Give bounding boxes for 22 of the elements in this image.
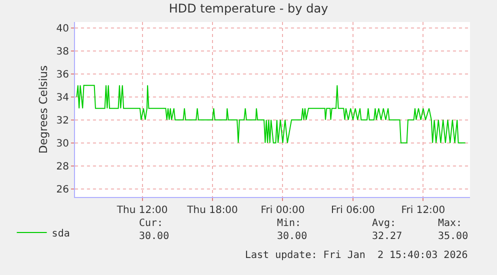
- y-tick-label: 34: [56, 92, 69, 104]
- y-tick-label: 30: [56, 138, 69, 150]
- line-series: [76, 84, 466, 144]
- y-axis-title: Degrees Celsius: [36, 65, 50, 154]
- y-tick-label: 38: [56, 46, 69, 58]
- text: Cur: 30.00: [139, 218, 170, 242]
- legend-label: sda: [52, 228, 70, 240]
- text: Min: 30.00: [277, 218, 308, 242]
- y-tick-label: 32: [56, 115, 69, 126]
- text: Avg: 32.27: [372, 218, 402, 242]
- x-tick-label: Fri 00:00: [260, 205, 305, 216]
- y-tick-label: 26: [56, 184, 69, 196]
- x-tick-label: Thu 18:00: [186, 205, 238, 216]
- x-tick-label: Thu 12:00: [116, 205, 168, 216]
- y-tick-label: 40: [56, 23, 69, 34]
- text: Max: 35.00: [438, 218, 468, 242]
- y-tick-label: 28: [56, 161, 69, 172]
- y-tick-label: 36: [56, 69, 69, 80]
- x-tick-label: Fri 06:00: [331, 205, 375, 216]
- text: Last update: Fri Jan 2 15:40:03 2026: [245, 250, 468, 261]
- x-tick-label: Fri 12:00: [401, 205, 446, 216]
- chart-title: HDD temperature - by day: [168, 2, 328, 16]
